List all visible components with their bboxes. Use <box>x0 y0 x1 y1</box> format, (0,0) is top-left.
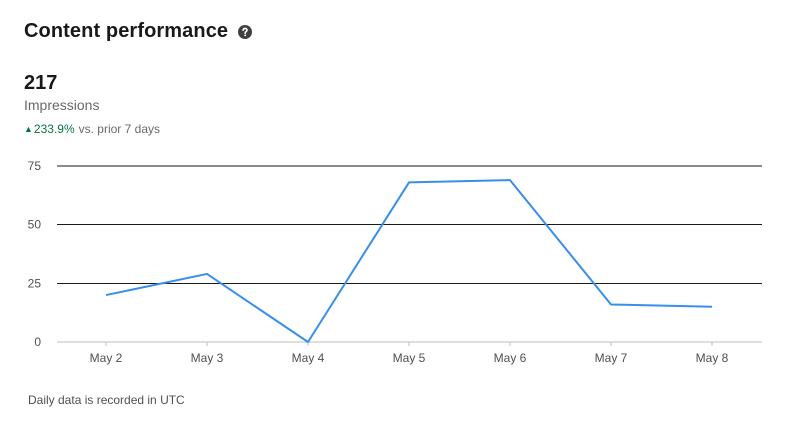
data-point[interactable] <box>100 289 112 301</box>
change-comparison-text: vs. prior 7 days <box>78 122 160 136</box>
x-tick-label: May 2 <box>90 351 123 365</box>
data-point[interactable] <box>403 176 415 188</box>
chart-grid <box>57 165 762 343</box>
change-percentage: 233.9% <box>33 122 75 136</box>
data-point[interactable] <box>706 301 718 313</box>
triangle-up-icon: ▲ <box>24 124 33 134</box>
data-point[interactable] <box>504 174 516 186</box>
x-tick-label: May 3 <box>191 351 224 365</box>
impressions-value: 217 <box>24 72 58 94</box>
y-tick-label: 25 <box>28 276 42 290</box>
question-circle-icon[interactable] <box>238 24 253 39</box>
card-title: Content performance <box>24 20 229 42</box>
y-axis-ticks: 0 25 50 75 <box>28 159 42 349</box>
chart-series <box>100 174 718 348</box>
x-tick-label: May 4 <box>292 351 325 365</box>
y-tick-label: 0 <box>34 335 41 349</box>
card-header: Content performance <box>24 20 253 43</box>
impressions-change: ▲ 233.9% vs. prior 7 days <box>24 122 160 136</box>
data-point[interactable] <box>302 336 314 348</box>
data-point[interactable] <box>201 268 213 280</box>
x-axis-ticks: May 2 May 3 May 4 May 5 May 6 May 7 May 8 <box>90 342 729 365</box>
x-tick-label: May 8 <box>696 351 729 365</box>
y-tick-label: 50 <box>28 218 42 232</box>
series-line-impressions[interactable] <box>105 179 713 343</box>
x-tick-label: May 5 <box>393 351 426 365</box>
data-point[interactable] <box>605 298 617 310</box>
utc-footnote: Daily data is recorded in UTC <box>28 393 185 407</box>
x-tick-label: May 7 <box>595 351 628 365</box>
impressions-label: Impressions <box>24 97 100 113</box>
x-tick-label: May 6 <box>494 351 527 365</box>
y-tick-label: 75 <box>28 159 42 173</box>
